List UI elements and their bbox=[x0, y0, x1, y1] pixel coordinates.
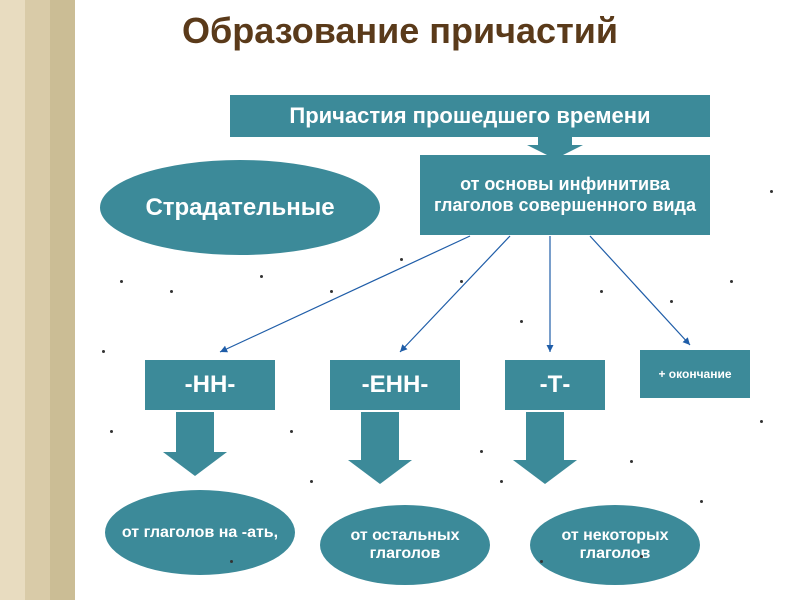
ellipse-from-rest-label: от остальных глаголов bbox=[328, 527, 482, 563]
suffix-t-label: -Т- bbox=[540, 371, 571, 399]
box-plus-ending: + окончание bbox=[640, 350, 750, 398]
ellipse-passive: Страдательные bbox=[100, 160, 380, 255]
suffix-t: -Т- bbox=[505, 360, 605, 410]
ellipse-passive-label: Страдательные bbox=[145, 194, 334, 222]
suffix-enn-label: -ЕНН- bbox=[362, 371, 429, 399]
header-box-label: Причастия прошедшего времени bbox=[289, 103, 650, 129]
suffix-nn: -НН- bbox=[145, 360, 275, 410]
box-plus-ending-label: + окончание bbox=[658, 367, 731, 381]
header-box-past-participles: Причастия прошедшего времени bbox=[230, 95, 710, 137]
slide-title: Образование причастий bbox=[100, 10, 700, 52]
slide-content: Образование причастий Причастия прошедше… bbox=[0, 0, 800, 600]
box-infinitive-label: от основы инфинитива глаголов совершенно… bbox=[428, 174, 702, 216]
suffix-nn-label: -НН- bbox=[185, 371, 236, 399]
suffix-enn: -ЕНН- bbox=[330, 360, 460, 410]
ellipse-from-rest-verbs: от остальных глаголов bbox=[320, 505, 490, 585]
ellipse-from-at-label: от глаголов на -ать, bbox=[122, 524, 278, 542]
ellipse-from-some-verbs: от некоторых глаголов bbox=[530, 505, 700, 585]
box-infinitive-basis: от основы инфинитива глаголов совершенно… bbox=[420, 155, 710, 235]
ellipse-from-at-verbs: от глаголов на -ать, bbox=[105, 490, 295, 575]
ellipse-from-some-label: от некоторых глаголов bbox=[538, 527, 692, 563]
